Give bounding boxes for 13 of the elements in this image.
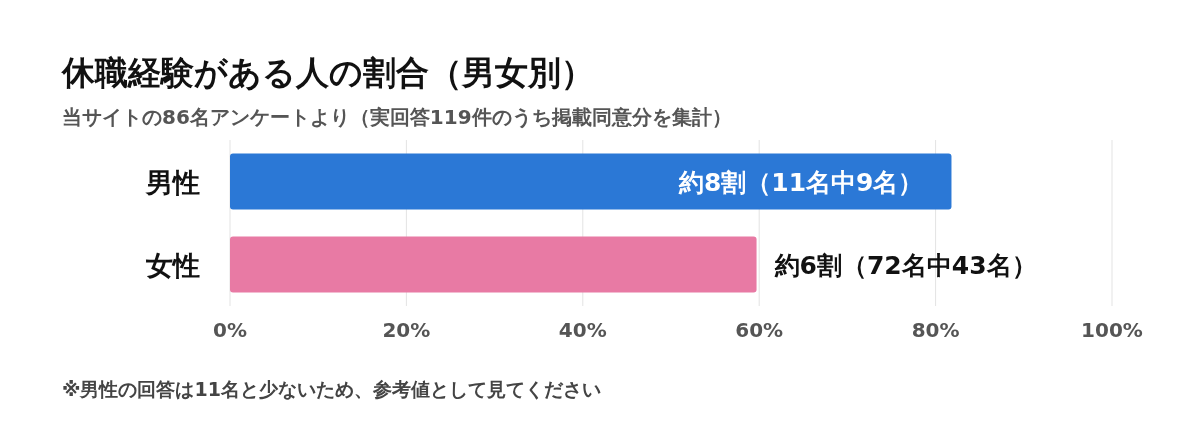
x-tick-label: 20% [382, 318, 431, 342]
x-tick-label: 0% [213, 318, 247, 342]
chart-title: 休職経験がある人の割合（男女別） [60, 53, 594, 92]
x-tick-label: 100% [1081, 318, 1143, 342]
y-tick-label: 女性 [145, 249, 200, 281]
x-tick-label: 60% [735, 318, 784, 342]
x-tick-label: 80% [911, 318, 960, 342]
chart-subtitle: 当サイトの86名アンケートより（実回答119件のうち掲載同意分を集計） [62, 105, 732, 129]
data-label: 約8割（11名中9名） [677, 167, 924, 197]
y-tick-label: 男性 [145, 166, 200, 198]
x-tick-label: 40% [558, 318, 607, 342]
text: ※男性の回答は11名と少ないため、参考値として見てください [62, 378, 601, 400]
data-label: 約6割（72名中43名） [773, 250, 1037, 280]
